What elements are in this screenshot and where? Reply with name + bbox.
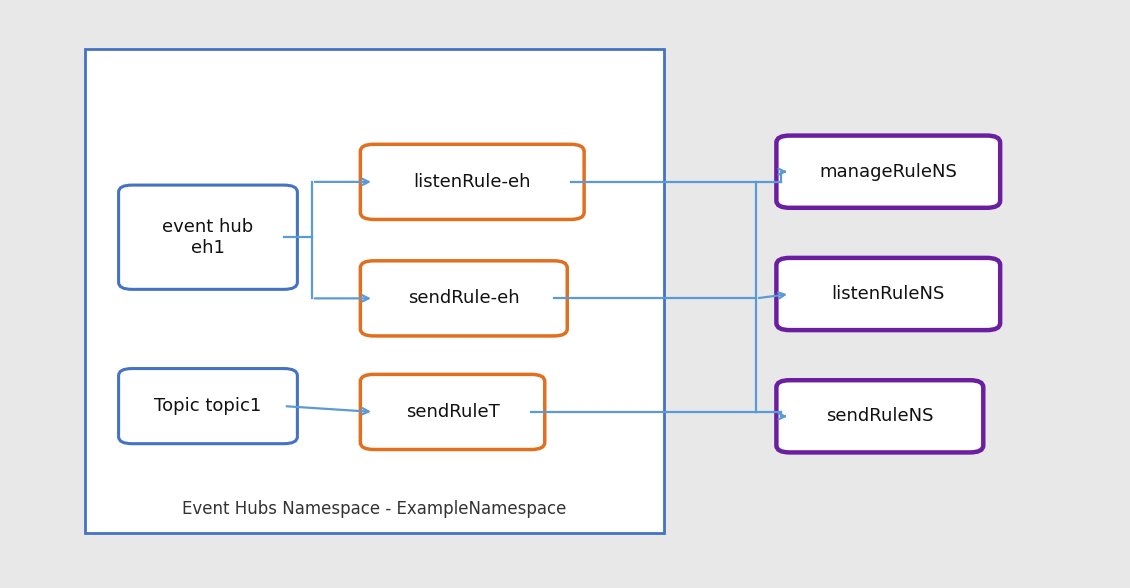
Text: manageRuleNS: manageRuleNS	[819, 163, 957, 181]
FancyBboxPatch shape	[85, 49, 664, 533]
Text: Event Hubs Namespace - ExampleNamespace: Event Hubs Namespace - ExampleNamespace	[182, 500, 566, 518]
FancyBboxPatch shape	[119, 185, 297, 289]
Text: Topic topic1: Topic topic1	[155, 397, 262, 415]
FancyBboxPatch shape	[776, 258, 1000, 330]
Text: event hub
eh1: event hub eh1	[163, 218, 253, 256]
FancyBboxPatch shape	[360, 144, 584, 219]
Text: sendRuleNS: sendRuleNS	[826, 407, 933, 425]
FancyBboxPatch shape	[776, 380, 983, 452]
FancyBboxPatch shape	[360, 261, 567, 336]
Text: listenRuleNS: listenRuleNS	[832, 285, 945, 303]
FancyBboxPatch shape	[776, 136, 1000, 208]
Text: sendRule-eh: sendRule-eh	[408, 289, 520, 308]
Text: sendRuleT: sendRuleT	[406, 403, 499, 421]
FancyBboxPatch shape	[119, 369, 297, 444]
FancyBboxPatch shape	[360, 375, 545, 449]
Text: listenRule-eh: listenRule-eh	[414, 173, 531, 191]
